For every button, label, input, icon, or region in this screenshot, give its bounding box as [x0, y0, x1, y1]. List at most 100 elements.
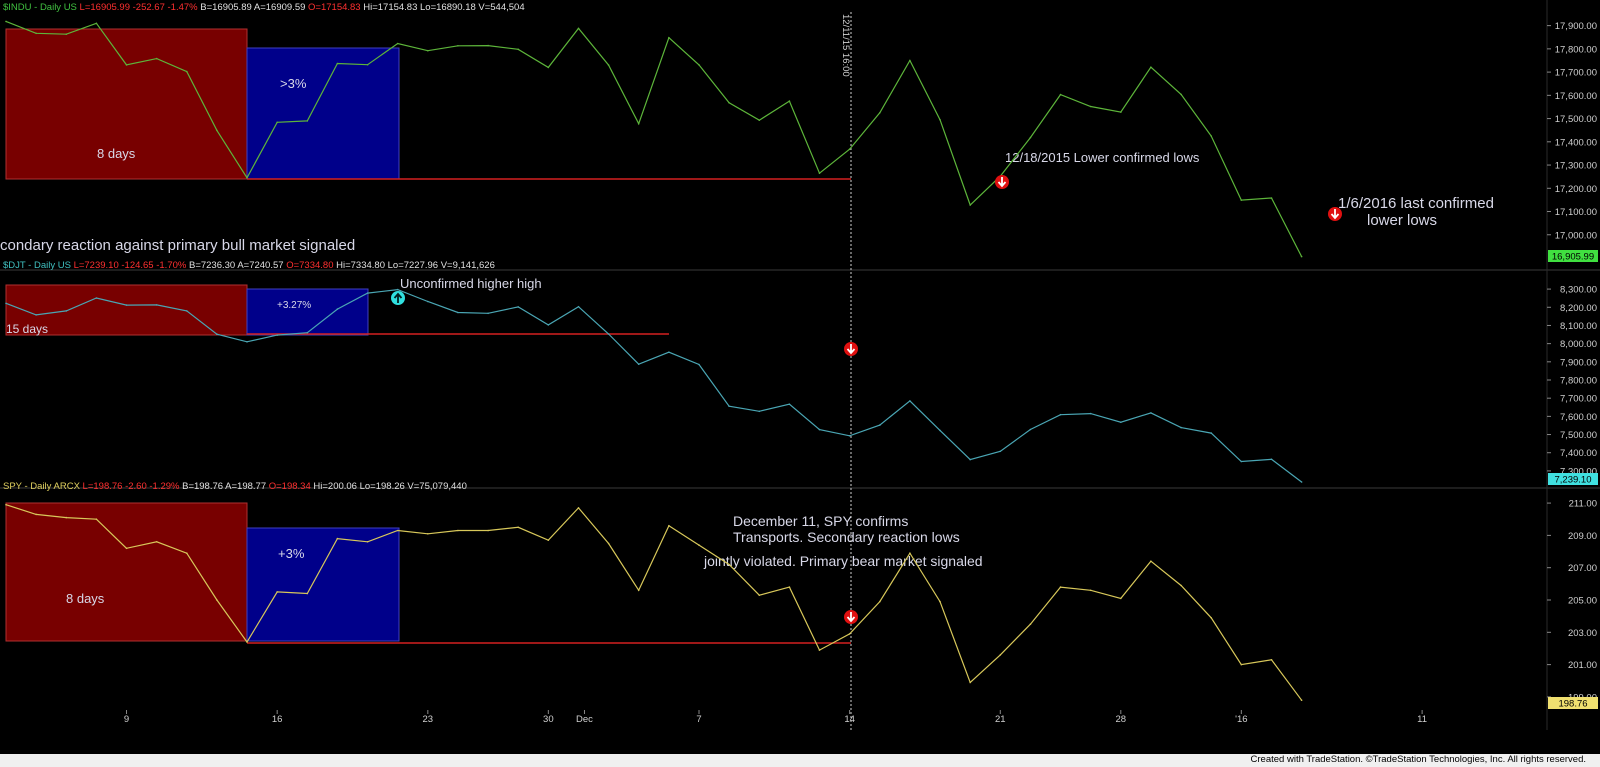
spy-arrow-down [844, 610, 858, 624]
dow-data-point [457, 45, 459, 47]
trans-data-point [306, 331, 309, 334]
trans-data-point [155, 304, 158, 306]
trans-data-point [1210, 432, 1212, 434]
trans-data-point [577, 305, 580, 308]
dow-last-label: 16,905.99 [1552, 252, 1594, 263]
dow-data-point [186, 70, 188, 73]
spy-header-segment: L=198.76 -2.60 -1.29% [83, 481, 183, 492]
trans-y-tick-label: 8,300.00 [1560, 285, 1597, 296]
x-tick-label: '16 [1235, 714, 1247, 725]
dow-data-point [909, 59, 911, 62]
spy-data-point [427, 533, 429, 535]
spy-data-point [276, 591, 279, 593]
x-tick-label: 7 [696, 714, 701, 725]
spy-data-point [517, 526, 519, 529]
trans-data-point [1150, 412, 1152, 414]
dow-data-point [668, 36, 670, 39]
spy-data-point [1059, 586, 1062, 588]
trans-data-point [427, 300, 429, 303]
footer: Created with TradeStation. ©TradeStation… [0, 754, 1600, 767]
dow-data-point [939, 118, 941, 121]
spy-data-point [818, 649, 821, 651]
trans-header-segment: O=7334.80 [286, 260, 336, 271]
trans-data-point [65, 310, 68, 312]
trans-data-point [1180, 426, 1182, 429]
spy-data-point [607, 542, 610, 545]
trans-y-tick-label: 7,300.00 [1560, 466, 1597, 477]
spy-text-line-2: Transports. Secondary reaction lows [733, 529, 960, 545]
dow-data-point [276, 121, 279, 124]
trans-y-tick-label: 7,800.00 [1560, 376, 1597, 387]
dow-header-segment: L=16905.99 -252.67 -1.47% [80, 2, 201, 13]
dow-header-segment: Hi=17154.83 Lo=16890.18 V=544,504 [363, 2, 524, 13]
spy-header-segment: O=198.34 [269, 481, 314, 492]
spy-header-segment: SPY - Daily ARCX [3, 481, 83, 492]
trans-data-point [35, 314, 37, 316]
dow-data-point [306, 120, 309, 122]
trans-last-box [1548, 473, 1598, 485]
spy-text-line-1: December 11, SPY confirms [733, 513, 908, 529]
trans-arrow-up [391, 291, 405, 305]
trans-data-point [909, 400, 911, 402]
trans-data-point [95, 297, 98, 299]
spy-data-point [95, 518, 98, 520]
trans-data-point [5, 302, 7, 305]
spy-y-tick-label: 201.00 [1568, 660, 1597, 671]
trans-data-point [637, 363, 640, 366]
dow-data-point [1300, 255, 1303, 258]
spy-data-point [1240, 663, 1243, 666]
trans-data-point [698, 363, 700, 366]
dow-y-tick-label: 17,300.00 [1555, 161, 1597, 172]
dow-data-point [1059, 93, 1062, 96]
dow-y-tick-label: 17,900.00 [1555, 21, 1597, 32]
spy-pct-label: +3% [278, 546, 305, 561]
trans-header-segment: Hi=7334.80 Lo=7227.96 V=9,141,626 [336, 260, 495, 271]
x-tick-label: 23 [423, 714, 434, 725]
trans-y-tick-label: 8,000.00 [1560, 339, 1597, 350]
dow-y-tick-label: 17,700.00 [1555, 68, 1597, 79]
trans-data-point [125, 304, 128, 306]
dow-data-point [788, 100, 791, 102]
spy-data-point [125, 547, 128, 550]
trans-data-point [1270, 458, 1273, 461]
dow-data-point [427, 49, 429, 52]
dow-data-point [547, 66, 550, 69]
spy-data-point [879, 600, 881, 603]
dow-y-tick-label: 17,600.00 [1555, 91, 1597, 102]
dow-arrow-down-1218 [995, 175, 1009, 189]
dow-data-point [698, 64, 700, 66]
spy-series-line [5, 504, 1303, 701]
secondary-signal-label: condary reaction against primary bull ma… [0, 237, 355, 254]
date-marker-label: 12/11/15 16:00 [840, 14, 851, 77]
spy-data-point [65, 516, 68, 519]
trans-data-point [848, 435, 851, 437]
trans-y-tick-label: 7,900.00 [1560, 357, 1597, 368]
trans-data-point [758, 410, 761, 413]
spy-data-point [1300, 699, 1303, 701]
trans-series-line [5, 288, 1302, 483]
dow-y-tick-label: 17,800.00 [1555, 44, 1597, 55]
trans-data-point [547, 324, 550, 326]
trans-header-segment: L=7239.10 -124.65 -1.70% [74, 260, 189, 271]
spy-data-point [306, 592, 309, 595]
spy-data-point [457, 529, 459, 532]
x-tick-label: Dec [576, 714, 593, 725]
trans-data-point [246, 341, 248, 343]
spy-data-point [246, 641, 248, 643]
trans-y-tick-label: 8,100.00 [1560, 321, 1597, 332]
dow-data-point [1180, 93, 1182, 96]
dow-header-segment: O=17154.83 [308, 2, 363, 13]
dow-data-point [5, 20, 7, 23]
spy-last-box [1548, 697, 1598, 709]
series-layer [5, 20, 1303, 701]
dow-data-point [848, 148, 851, 150]
dow-data-point [95, 22, 98, 25]
dow-data-point [65, 33, 68, 35]
trans-last-label: 7,239.10 [1555, 475, 1592, 486]
trans-data-point [939, 429, 941, 432]
spy-data-point [5, 503, 7, 506]
spy-data-point [1210, 617, 1212, 619]
trans-data-point [668, 351, 670, 354]
trans-data-point [1240, 460, 1243, 463]
dow-data-point [577, 27, 580, 30]
